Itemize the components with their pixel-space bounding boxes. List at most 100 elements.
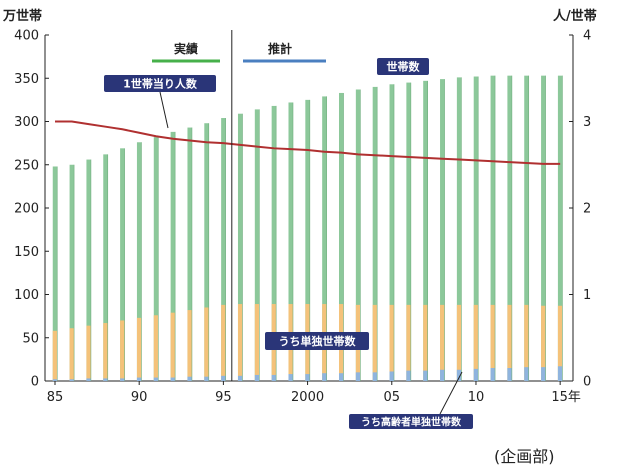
elderly-single-bar <box>490 368 496 381</box>
elderly-single-bar <box>557 366 563 381</box>
elderly-single-bar <box>507 368 512 381</box>
household-bar <box>86 159 91 381</box>
single-household-bar <box>423 304 428 381</box>
single-household-bar <box>507 304 512 381</box>
left-tick-label: 400 <box>14 29 39 44</box>
label-elderly-text: うち高齢者単独世帯数 <box>361 416 462 429</box>
single-household-bar <box>440 304 445 381</box>
household-bar <box>322 96 327 381</box>
right-tick-label: 3 <box>583 115 591 130</box>
household-bar <box>423 80 428 381</box>
x-tick-label: 2000 <box>291 390 324 405</box>
elderly-single-bar <box>355 372 361 381</box>
label-persons-leader <box>159 91 169 129</box>
household-bar <box>136 142 142 381</box>
left-axis-unit: 万世帯 <box>2 8 42 24</box>
household-bar <box>490 75 496 381</box>
label-elderly: うち高齢者単独世帯数 <box>349 371 473 429</box>
single-household-bar <box>170 312 176 381</box>
label-single-text: うち単独世帯数 <box>279 334 357 348</box>
single-household-bar <box>187 310 192 381</box>
single-household-bar <box>52 330 58 381</box>
label-households: 世帯数 <box>377 58 429 75</box>
left-tick-label: 350 <box>14 72 39 87</box>
x-tick-label: 05 <box>384 390 401 405</box>
elderly-single-bar <box>406 370 411 381</box>
single-household-bar <box>541 305 546 381</box>
elderly-single-bar <box>237 375 243 381</box>
right-axis-ticks: 0 1 2 3 4 <box>569 29 591 390</box>
household-bar <box>339 92 344 381</box>
projection-period-label: 推計 <box>268 41 292 56</box>
household-bar <box>372 86 378 382</box>
household-bar <box>170 131 176 381</box>
household-bar <box>389 84 395 382</box>
elderly-single-bar <box>120 378 125 381</box>
household-bar <box>305 99 310 381</box>
single-household-bar <box>153 315 159 381</box>
household-bar <box>524 75 529 381</box>
household-bar <box>237 113 243 381</box>
elderly-single-bar <box>221 375 226 381</box>
x-axis-ticks: 85 90 95 2000 05 10 15年 <box>47 381 581 405</box>
elderly-single-bar <box>541 367 546 381</box>
household-bar <box>288 102 293 381</box>
elderly-single-bar <box>305 374 310 381</box>
elderly-single-bar <box>456 369 462 381</box>
left-tick-label: 250 <box>14 158 39 173</box>
single-household-bar <box>406 304 411 381</box>
household-bar <box>473 76 479 382</box>
left-tick-label: 200 <box>14 202 39 217</box>
single-household-bar <box>221 304 226 381</box>
right-tick-label: 1 <box>583 288 591 303</box>
elderly-single-bar <box>372 372 378 381</box>
household-bar <box>103 154 108 381</box>
elderly-single-bar <box>69 379 75 381</box>
single-household-bar <box>456 304 462 381</box>
household-bar <box>52 166 58 381</box>
single-household-bar <box>103 323 108 381</box>
household-bar <box>440 79 445 382</box>
single-household-bar <box>136 317 142 381</box>
elderly-single-bar <box>339 373 344 381</box>
elderly-single-bar <box>271 374 277 381</box>
x-tick-label: 85 <box>47 390 64 405</box>
single-household-bar <box>204 307 209 381</box>
x-tick-label: 15年 <box>551 390 581 405</box>
left-tick-label: 0 <box>31 375 39 390</box>
elderly-single-bar <box>473 368 479 381</box>
elderly-single-bar <box>86 378 91 381</box>
elderly-single-bar <box>288 374 293 381</box>
single-household-bar <box>490 304 496 381</box>
label-persons: 1世帯当り人数 <box>104 75 216 129</box>
elderly-single-bar <box>389 371 395 381</box>
single-household-bar <box>389 304 395 381</box>
household-bar <box>254 109 260 381</box>
actual-period-label: 実績 <box>174 41 198 56</box>
single-household-bar <box>557 305 563 381</box>
single-household-bar <box>237 304 243 381</box>
household-bar <box>355 89 361 382</box>
elderly-single-bar <box>524 367 529 381</box>
household-bar <box>456 77 462 381</box>
left-tick-label: 150 <box>14 245 39 260</box>
persons-per-household-line <box>55 120 561 165</box>
elderly-single-bar <box>52 379 58 381</box>
right-axis-unit: 人/世帯 <box>553 8 597 24</box>
left-axis-ticks: 0 50 100 150 200 250 300 350 400 <box>14 29 49 390</box>
elderly-single-bar <box>170 377 176 381</box>
household-bar <box>557 75 563 381</box>
label-single: うち単独世帯数 <box>265 332 369 350</box>
household-bar <box>221 118 226 381</box>
single-household-bar <box>69 328 75 381</box>
household-bar <box>153 137 159 381</box>
elderly-single-bar <box>187 376 192 381</box>
label-households-text: 世帯数 <box>387 60 421 74</box>
elderly-single-bar <box>423 370 428 381</box>
single-household-bar <box>372 304 378 381</box>
household-bar <box>507 75 512 381</box>
single-household-bar <box>473 304 479 381</box>
household-bar <box>187 127 192 382</box>
single-household-bar <box>254 304 260 381</box>
